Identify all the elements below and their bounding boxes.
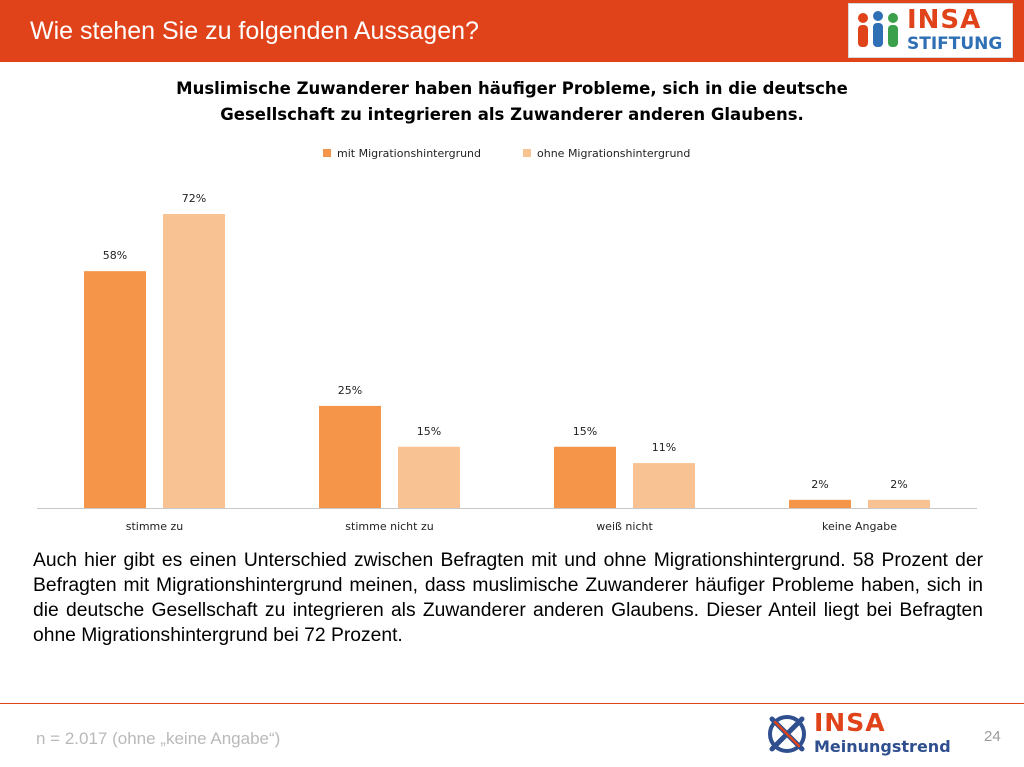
chart-title: Muslimische Zuwanderer haben häufiger Pr… <box>100 76 924 128</box>
page-title: Wie stehen Sie zu folgenden Aussagen? <box>30 17 479 45</box>
logo-top-word: INSA <box>907 5 982 35</box>
logo-bottom-word: INSA <box>814 708 886 737</box>
data-label-1-3: 2% <box>890 478 907 491</box>
sample-size-note: n = 2.017 (ohne „keine Angabe“) <box>36 729 281 748</box>
bar-0-2 <box>554 446 616 508</box>
bar-1-3 <box>868 499 930 508</box>
bar-1-1 <box>398 446 460 508</box>
bar-0-1 <box>319 405 381 508</box>
bar-1-0 <box>163 214 225 508</box>
legend-swatch-1 <box>523 149 531 157</box>
people-group-icon <box>858 11 898 47</box>
legend-label-0: mit Migrationshintergrund <box>337 147 481 160</box>
insa-stiftung-logo: INSA STIFTUNG <box>848 3 1013 58</box>
header-bar: Wie stehen Sie zu folgenden Aussagen? IN… <box>0 0 1024 62</box>
insa-x-globe-icon <box>768 715 806 753</box>
data-label-0-1: 25% <box>338 384 362 397</box>
data-label-0-0: 58% <box>103 249 127 262</box>
data-label-0-2: 15% <box>573 425 597 438</box>
summary-paragraph: Auch hier gibt es einen Unterschied zwis… <box>33 550 983 646</box>
page-number: 24 <box>984 728 1001 745</box>
chart-title-line-2: Gesellschaft zu integrieren als Zuwander… <box>220 105 804 124</box>
data-label-1-2: 11% <box>652 441 676 454</box>
category-label-0: stimme zu <box>126 520 184 533</box>
chart-title-line-1: Muslimische Zuwanderer haben häufiger Pr… <box>176 79 848 98</box>
data-label-0-3: 2% <box>811 478 828 491</box>
category-label-2: weiß nicht <box>596 520 653 533</box>
bar-0-3 <box>789 499 851 508</box>
legend-label-1: ohne Migrationshintergrund <box>537 147 690 160</box>
data-label-1-0: 72% <box>182 192 206 205</box>
logo-top-sub: STIFTUNG <box>907 34 1003 54</box>
footer-divider <box>0 703 1024 704</box>
category-label-1: stimme nicht zu <box>345 520 433 533</box>
bar-1-2 <box>633 463 695 508</box>
insa-meinungstrend-logo: INSA Meinungstrend <box>766 708 966 762</box>
data-label-1-1: 15% <box>417 425 441 438</box>
legend-swatch-0 <box>323 149 331 157</box>
bar-chart: mit Migrationshintergrund ohne Migrations… <box>37 147 977 533</box>
logo-bottom-sub: Meinungstrend <box>814 737 951 756</box>
category-label-3: keine Angabe <box>822 520 897 533</box>
bar-0-0 <box>84 271 146 508</box>
